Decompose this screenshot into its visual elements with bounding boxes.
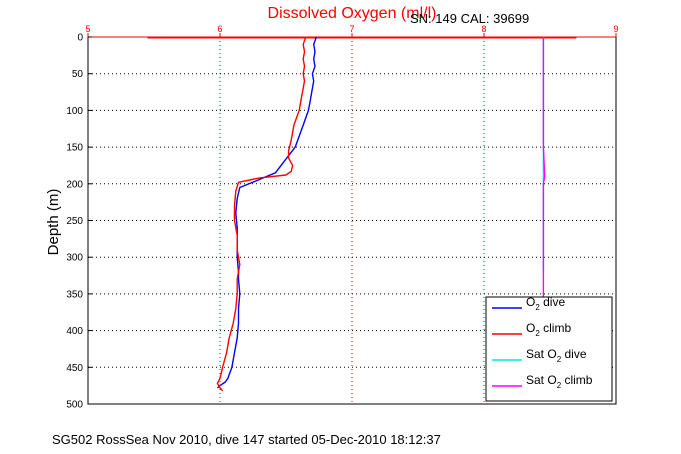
chart-subtitle: SN: 149 CAL: 39699 [410, 11, 529, 26]
series-line-o2-dive [216, 36, 318, 389]
grid [88, 37, 616, 404]
series-line-o2-climb [216, 36, 307, 392]
y-tick-label: 200 [66, 179, 83, 190]
chart-caption: SG502 RossSea Nov 2010, dive 147 started… [52, 432, 441, 447]
y-tick-label: 0 [77, 33, 83, 44]
y-tick-label: 500 [66, 400, 83, 411]
y-tick-label: 400 [66, 326, 83, 337]
chart-title: Dissolved Oxygen (ml/l) [268, 5, 437, 22]
legend-item-label: O2 dive [526, 295, 565, 312]
legend-item-label: O2 climb [526, 321, 571, 338]
x-tick-label: 7 [349, 24, 354, 34]
y-tick-label: 250 [66, 216, 83, 227]
series-line-sat-o2-climb [542, 37, 546, 298]
axis-ticks: 5 6 7 8 9 0 50 100 150 200 250 300 350 400 450 500 [66, 24, 618, 411]
y-tick-label: 450 [66, 363, 83, 374]
x-tick-label: 6 [217, 24, 222, 34]
y-tick-label: 350 [66, 289, 83, 300]
x-tick-label: 9 [613, 24, 618, 34]
y-tick-label: 100 [66, 106, 83, 117]
x-tick-label: 5 [85, 24, 90, 34]
y-tick-label: 50 [72, 69, 84, 80]
y-tick-label: 150 [66, 143, 83, 154]
legend-box [485, 296, 613, 402]
y-axis-label: Depth (m) [45, 189, 62, 256]
legend: O2 dive O2 climb Sat O2 dive Sat O2 climb [485, 295, 613, 402]
legend-item-label: Sat O2 dive [526, 347, 587, 364]
legend-item-label: Sat O2 climb [526, 373, 593, 390]
x-tick-label: 8 [481, 24, 486, 34]
series-lines [147, 36, 577, 392]
y-tick-label: 300 [66, 253, 83, 264]
